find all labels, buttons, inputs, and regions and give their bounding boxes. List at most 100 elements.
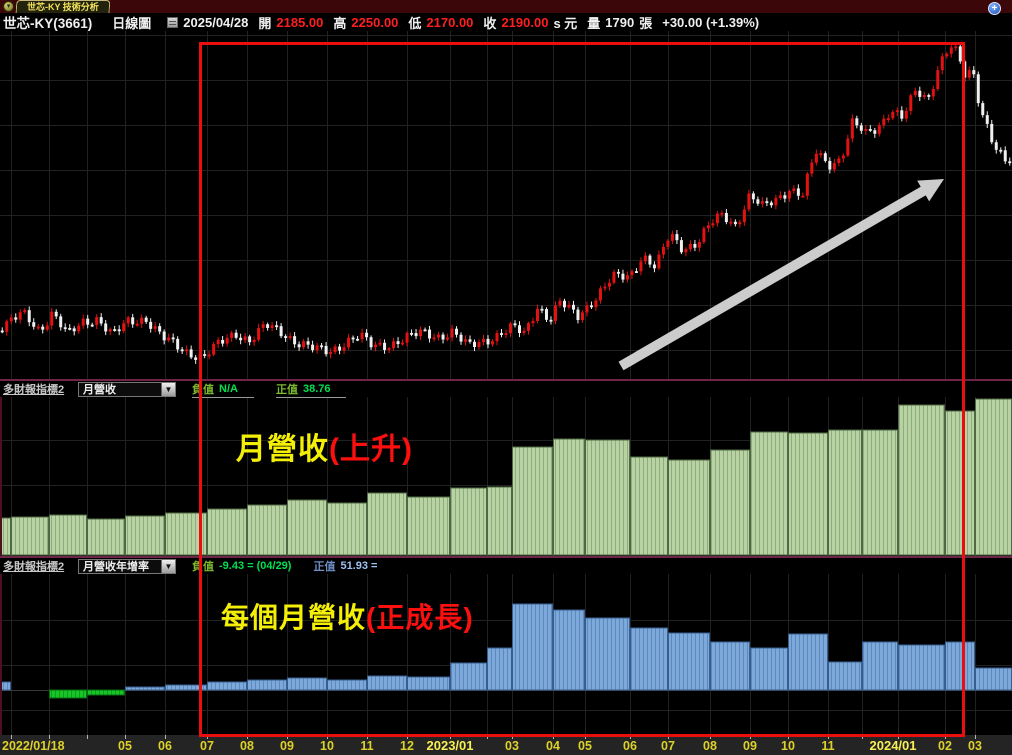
- axis-tick: [165, 735, 166, 739]
- close-label: 收: [483, 15, 497, 31]
- indicator-label: 多財報指標2: [3, 384, 65, 396]
- change-value: +30.00 (+1.39%): [662, 14, 760, 30]
- axis-label: 04: [546, 739, 560, 753]
- axis-tick: [945, 735, 946, 739]
- axis-label: 2023/01: [426, 738, 474, 753]
- axis-label: 06: [623, 739, 637, 753]
- dropdown-arrow-icon[interactable]: ▼: [161, 559, 175, 573]
- negative-label: 負值: [192, 383, 214, 396]
- axis-tick: [287, 735, 288, 739]
- dropdown-arrow-icon[interactable]: ▼: [161, 382, 175, 396]
- axis-label: 08: [703, 739, 717, 753]
- axis-tick: [862, 735, 863, 739]
- candlestick-chart: [0, 31, 1012, 379]
- axis-label: 2022/01/18: [2, 739, 65, 753]
- revenue-annotation-main: 月營收: [236, 433, 329, 466]
- yoy-annotation-paren: (正成長): [366, 602, 474, 633]
- zoom-plus-icon[interactable]: +: [988, 2, 1001, 15]
- axis-tick: [327, 735, 328, 739]
- time-axis: 2022/01/18 05 06 07 08 09 10 11 12 2023/01 03 04 05 0…: [0, 735, 1012, 755]
- axis-tick: [367, 735, 368, 739]
- calendar-icon[interactable]: [167, 16, 179, 28]
- axis-tick: [788, 735, 789, 739]
- axis-tick: [585, 735, 586, 739]
- negative-value: N/A: [219, 382, 238, 395]
- volume-unit: 張: [639, 15, 653, 31]
- revenue-annotation: 月營收(上升): [236, 424, 413, 468]
- negative-label: 負值: [192, 561, 214, 573]
- quote-date: 2025/04/28: [183, 14, 249, 30]
- revenue-panel-header: 多財報指標2 月營收 ▼ 負值 N/A 正值 38.76: [0, 379, 1012, 398]
- axis-label: 11: [821, 739, 835, 753]
- axis-tick: [125, 735, 126, 739]
- uptrend-arrow-annotation: [618, 179, 944, 371]
- yoy-annotation: 每個月營收(正成長): [221, 596, 474, 636]
- yoy-negative-group: 負值 -9.43 = (04/29): [192, 558, 291, 574]
- axis-tick: [512, 735, 513, 739]
- low-label: 低: [408, 15, 422, 31]
- axis-label: 08: [240, 739, 254, 753]
- axis-tick: [975, 735, 976, 739]
- volume-value: 1790: [605, 14, 635, 30]
- axis-tick: [828, 735, 829, 739]
- axis-label: 07: [200, 739, 214, 753]
- axis-tick: [11, 735, 12, 739]
- axis-tick: [668, 735, 669, 739]
- positive-label: 正值: [313, 561, 336, 573]
- quote-header: 世芯-KY(3661) 日線圖 2025/04/28 開 2185.00 高 2…: [0, 13, 1012, 32]
- axis-tick: [207, 735, 208, 739]
- axis-tick: [407, 735, 408, 739]
- axis-tick: [487, 735, 488, 739]
- axis-tick: [247, 735, 248, 739]
- axis-label: 03: [968, 739, 982, 753]
- close-value: 2190.00: [501, 14, 549, 30]
- axis-tick: [87, 735, 88, 739]
- revenue-positive-group: 正值 38.76: [275, 381, 347, 398]
- yoy-indicator-dropdown[interactable]: 月營收年增率 ▼: [78, 558, 176, 574]
- negative-value: -9.43 = (04/29): [219, 560, 292, 572]
- chart-type-label: 日線圖: [112, 15, 152, 31]
- positive-value: 51.93 =: [340, 560, 378, 572]
- open-value: 2185.00: [276, 14, 324, 30]
- axis-label: 09: [280, 739, 294, 753]
- indicator-label: 多財報指標2: [3, 561, 65, 573]
- axis-label: 03: [505, 739, 519, 753]
- revenue-indicator-dropdown[interactable]: 月營收 ▼: [78, 381, 176, 397]
- monthly-revenue-chart: [0, 397, 1012, 556]
- symbol-name: 世芯-KY(3661): [3, 16, 93, 31]
- yoy-positive-group: 正值 51.93 =: [313, 558, 377, 574]
- axis-tick: [553, 735, 554, 739]
- axis-label: 05: [118, 739, 132, 753]
- axis-tick: [898, 735, 899, 739]
- axis-tick: [630, 735, 631, 739]
- tab-strip: ▾ 世芯-KY 技術分析: [0, 0, 1012, 13]
- axis-tick: [450, 735, 451, 739]
- revenue-dropdown-value: 月營收: [83, 384, 116, 396]
- revenue-negative-group: 負值 N/A: [192, 381, 254, 398]
- axis-tick: [49, 735, 50, 739]
- axis-label: 2024/01: [869, 738, 917, 753]
- revenue-annotation-paren: (上升): [329, 433, 413, 466]
- axis-label: 09: [743, 739, 757, 753]
- high-label: 高: [333, 15, 347, 31]
- axis-tick: [750, 735, 751, 739]
- yoy-annotation-main: 每個月營收: [221, 602, 367, 633]
- axis-label: 12: [400, 739, 414, 753]
- close-suffix: s 元: [553, 15, 578, 31]
- positive-label: 正值: [275, 383, 298, 396]
- axis-label: 05: [578, 739, 592, 753]
- low-value: 2170.00: [426, 14, 474, 30]
- axis-label: 10: [320, 739, 334, 753]
- axis-label: 11: [360, 739, 374, 753]
- yoy-panel-header: 多財報指標2 月營收年增率 ▼ 負值 -9.43 = (04/29) 正值 51…: [0, 556, 1012, 574]
- axis-label: 07: [661, 739, 675, 753]
- yoy-growth-chart: [0, 574, 1012, 735]
- high-value: 2250.00: [351, 14, 399, 30]
- axis-label: 06: [158, 739, 172, 753]
- open-label: 開: [258, 15, 272, 31]
- axis-tick: [710, 735, 711, 739]
- dropdown-circle-icon[interactable]: ▾: [3, 1, 14, 12]
- axis-label: 10: [781, 739, 795, 753]
- volume-label: 量: [587, 15, 601, 31]
